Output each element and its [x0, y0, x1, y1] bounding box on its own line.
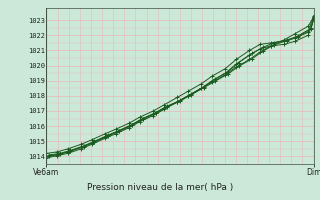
Text: Pression niveau de la mer( hPa ): Pression niveau de la mer( hPa )	[87, 183, 233, 192]
